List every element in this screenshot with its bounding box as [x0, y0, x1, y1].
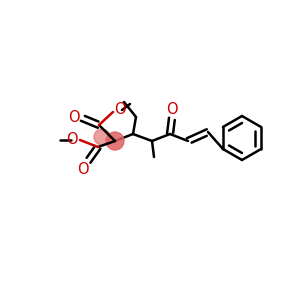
Text: O: O: [114, 103, 126, 118]
Text: O: O: [77, 161, 89, 176]
Text: O: O: [166, 101, 178, 116]
Text: O: O: [68, 110, 80, 125]
Circle shape: [106, 132, 124, 150]
Circle shape: [94, 129, 110, 145]
Text: O: O: [66, 133, 78, 148]
